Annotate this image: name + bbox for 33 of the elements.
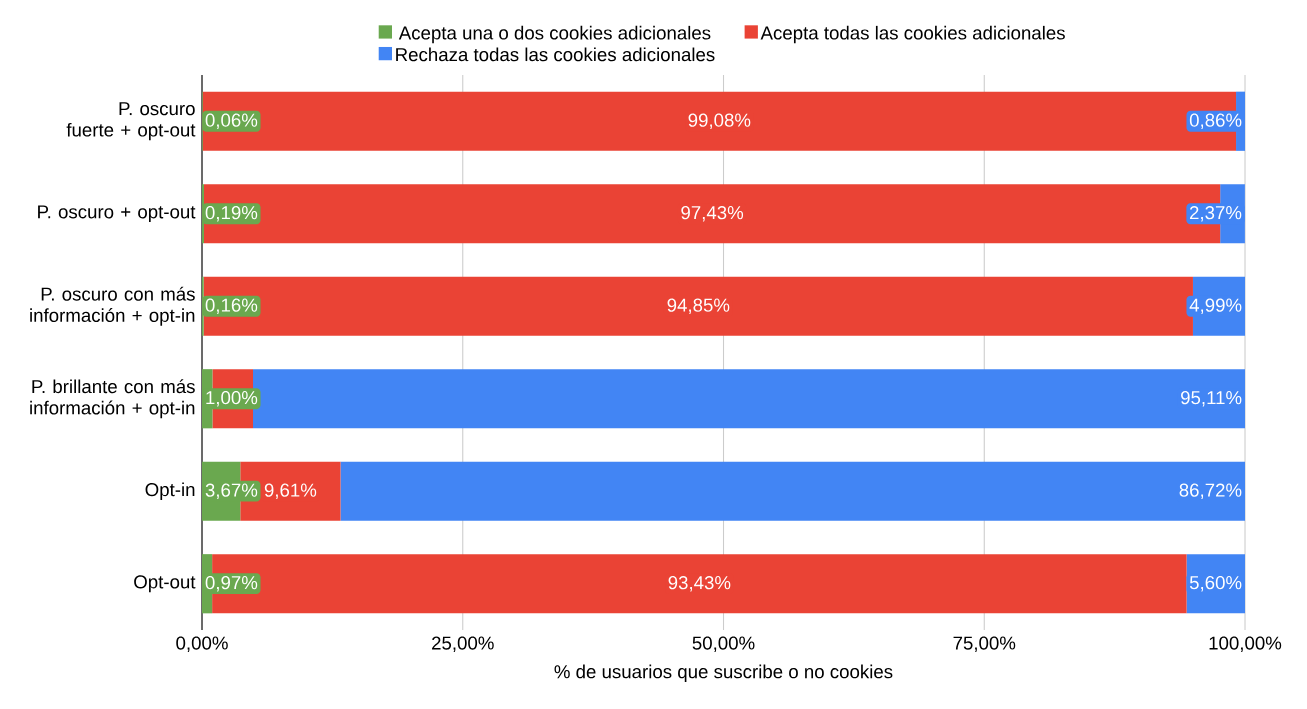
- x-tick-label: 25,00%: [432, 636, 494, 652]
- bar: [340, 461, 1246, 521]
- y-tick-label: P. brillante con más información + opt-in: [30, 379, 195, 419]
- data-label: 0,86%: [1189, 113, 1242, 129]
- legend-label: Rechaza todas las cookies adicionales: [396, 47, 715, 62]
- data-label: 3,67%: [205, 483, 258, 499]
- data-label: 99,08%: [688, 113, 751, 129]
- data-label: 0,06%: [205, 113, 258, 129]
- data-label: 9,61%: [264, 483, 317, 499]
- data-label: 4,99%: [1189, 298, 1242, 314]
- data-label: 2,37%: [1189, 206, 1242, 222]
- data-label: 5,60%: [1189, 576, 1242, 592]
- x-tick-label: 100,00%: [1209, 636, 1282, 652]
- data-label: 0,19%: [205, 206, 258, 222]
- data-label: 94,85%: [667, 298, 730, 314]
- y-tick-label: Opt-out: [134, 575, 196, 593]
- data-label: 0,16%: [205, 298, 258, 314]
- data-label: 1,00%: [206, 391, 258, 407]
- y-tick-label: P. oscuro con más información + opt-in: [30, 286, 195, 326]
- x-tick-label: 75,00%: [953, 636, 1016, 652]
- y-tick-label: P. oscuro + opt-out: [38, 205, 196, 223]
- y-tick-label: Opt-in: [145, 482, 195, 500]
- data-label: 86,72%: [1179, 483, 1242, 499]
- data-label: 0,97%: [205, 576, 258, 592]
- data-label: 93,43%: [668, 576, 731, 592]
- legend-label: Acepta una o dos cookies adicionales: [398, 25, 711, 44]
- x-axis-title: % de usuarios que suscribe o no cookies: [554, 664, 893, 683]
- y-tick-label: P. oscuro fuerte + opt-out: [66, 102, 196, 141]
- data-label: 97,43%: [681, 206, 744, 222]
- x-tick-label: 50,00%: [692, 636, 755, 652]
- x-tick-label: 0,00%: [176, 636, 228, 652]
- data-label: 95,11%: [1181, 391, 1242, 407]
- legend-label: Acepta todas las cookies adicionales: [760, 25, 1065, 44]
